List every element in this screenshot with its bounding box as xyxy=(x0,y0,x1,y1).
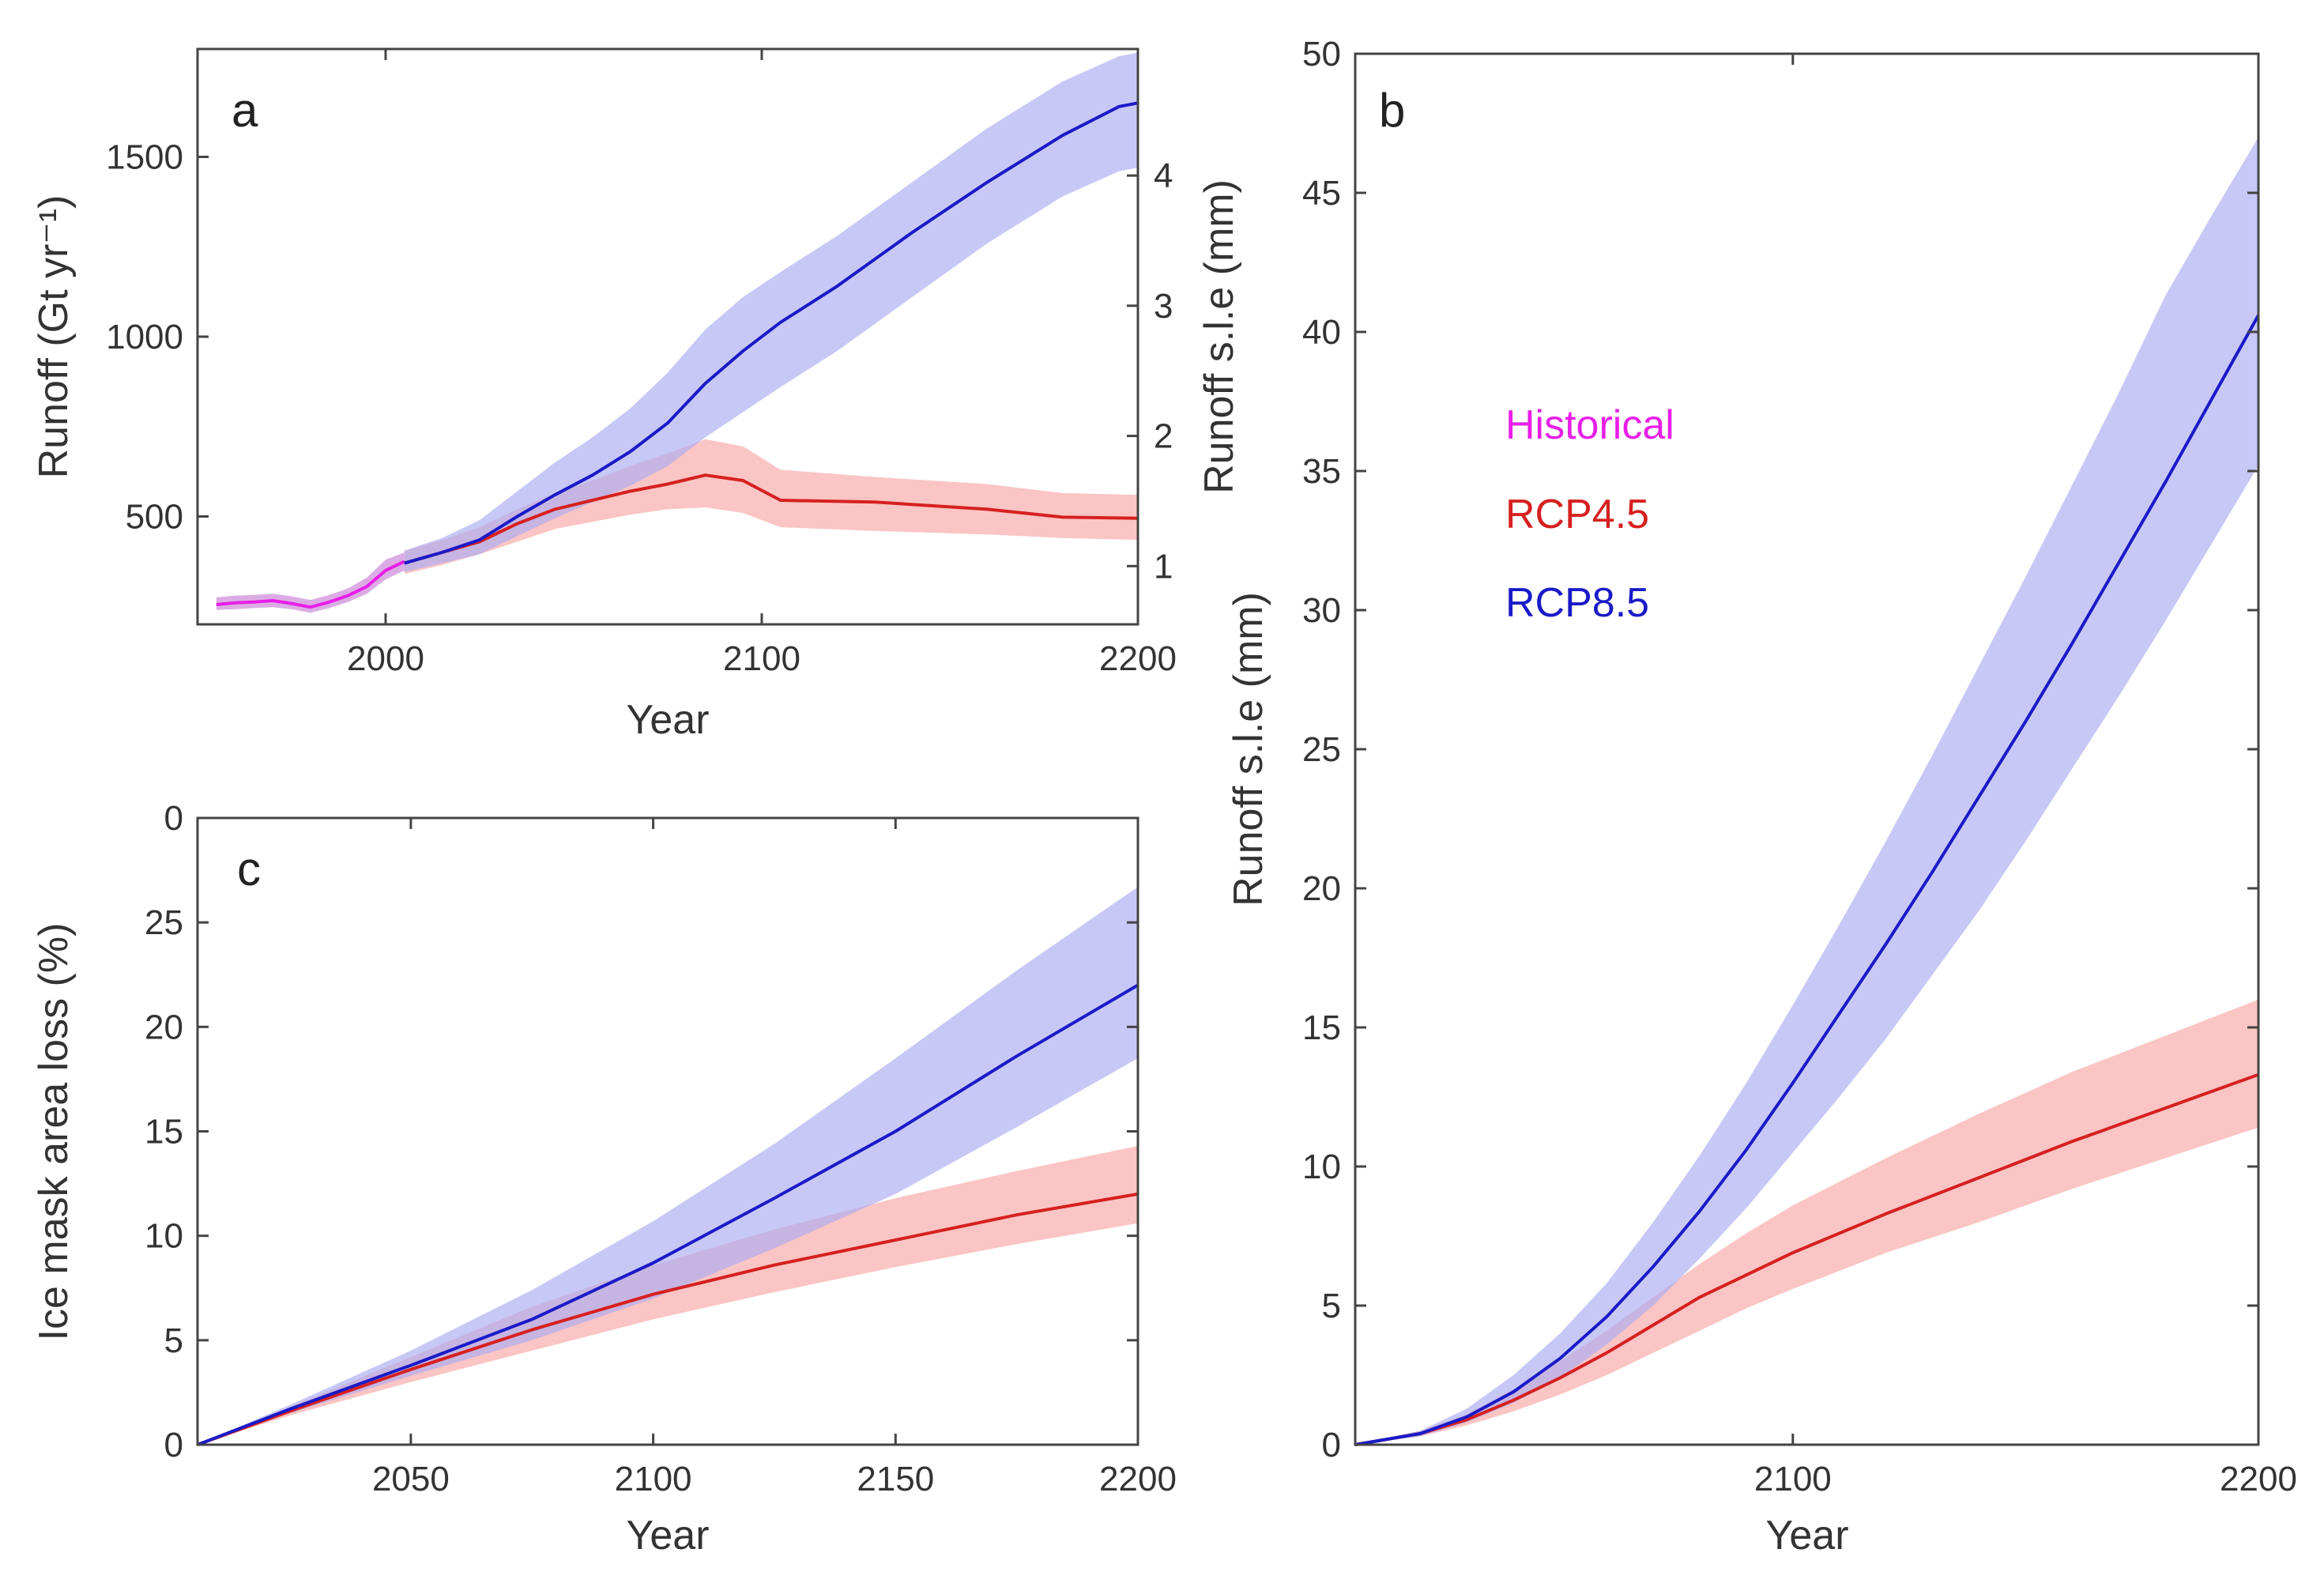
panel-b-line-rcp45 xyxy=(1354,1072,2259,1446)
panel-a-ytick-label: 1500 xyxy=(106,138,183,177)
panel-c-ytick-label-top: 0 xyxy=(164,799,183,838)
panel-a-xtick-label: 2000 xyxy=(347,639,424,678)
panel-b-xlabel: Year xyxy=(1765,1513,1848,1559)
panel-b-letter: b xyxy=(1379,84,1405,137)
panel-a-band-rcp85 xyxy=(404,52,1138,572)
panel-b-xtick-label: 2100 xyxy=(1754,1460,1832,1498)
panel-a-line-rcp85 xyxy=(404,101,1139,565)
panel-b-plot-area xyxy=(1354,137,2260,1446)
panel-c-ytick-label: 25 xyxy=(145,903,183,942)
panel-b-ytick-label: 40 xyxy=(1302,313,1341,352)
panel-a-ytick-right-label: 2 xyxy=(1154,417,1173,456)
panel-b-ytick-label: 50 xyxy=(1302,35,1341,73)
panel-c: 2050 2100 2150 2200 0 5 10 15 20 25 0 c Year Ice m… xyxy=(31,799,1177,1559)
panel-a-line-rcp45 xyxy=(404,473,1139,565)
panel-b-band-rcp45 xyxy=(1355,999,2258,1445)
panel-c-xlabel: Year xyxy=(626,1513,709,1559)
panel-a-ytick-right-label: 1 xyxy=(1154,547,1173,586)
legend-rcp45: RCP4.5 xyxy=(1505,492,1649,537)
panel-b-ytick-label: 45 xyxy=(1302,174,1341,213)
panel-c-plot-area xyxy=(197,887,1139,1446)
panel-b-ytick-label: 35 xyxy=(1302,452,1341,491)
panel-b-ytick-label: 10 xyxy=(1302,1148,1341,1186)
panel-a-plot-area xyxy=(216,52,1139,613)
panel-c-ytick-label: 5 xyxy=(164,1321,183,1360)
panel-b-ytick-label: 30 xyxy=(1302,591,1341,630)
legend-rcp85: RCP8.5 xyxy=(1505,580,1649,626)
panel-c-ytick-label: 0 xyxy=(164,1426,183,1464)
panel-b-ylabel: Runoff s.l.e (mm) xyxy=(1226,592,1271,906)
panel-b-ticks: 2100 2200 0 5 10 15 20 25 30 35 40 45 50 xyxy=(1302,35,2297,1498)
panel-a-ytick-right-label: 3 xyxy=(1154,287,1173,326)
panel-b: 2100 2200 0 5 10 15 20 25 30 35 40 45 50 b Year Runo… xyxy=(1226,35,2297,1559)
panel-c-band-rcp85 xyxy=(198,887,1138,1445)
panel-a-xtick-label: 2200 xyxy=(1099,639,1177,678)
panel-b-ytick-label: 5 xyxy=(1322,1287,1341,1325)
panel-a-band-rcp45 xyxy=(404,439,1138,575)
panel-b-ytick-label: 20 xyxy=(1302,869,1341,908)
panel-c-ytick-label: 10 xyxy=(145,1217,183,1256)
panel-a-xlabel: Year xyxy=(626,697,709,743)
panel-b-ytick-label: 15 xyxy=(1302,1008,1341,1047)
panel-a-ytick-label: 1000 xyxy=(106,318,183,356)
panel-b-ytick-label: 25 xyxy=(1302,730,1341,769)
panel-c-line-rcp85 xyxy=(197,983,1139,1446)
panel-c-ylabel: Ice mask area loss (%) xyxy=(31,923,77,1341)
panel-c-ytick-label: 15 xyxy=(145,1113,183,1151)
panel-a-ytick-right-label: 4 xyxy=(1154,156,1173,195)
panel-c-xtick-label: 2150 xyxy=(857,1460,934,1498)
panel-a-line-historical xyxy=(216,560,405,609)
panel-a-letter: a xyxy=(232,84,258,137)
legend-historical: Historical xyxy=(1505,402,1674,448)
panel-b-ytick-label: 0 xyxy=(1322,1426,1341,1464)
panel-b-line-rcp85 xyxy=(1354,314,2260,1446)
panel-a-band-historical xyxy=(216,552,405,613)
panel-a-ticks: 2000 2100 2200 500 1000 1500 1 2 3 4 xyxy=(106,49,1177,678)
panel-b-xtick-label: 2200 xyxy=(2220,1460,2297,1498)
panel-c-line-rcp45 xyxy=(197,1192,1139,1446)
panel-a-xtick-label: 2100 xyxy=(723,639,800,678)
panel-a-ylabel-right: Runoff s.l.e (mm) xyxy=(1196,179,1242,494)
legend: Historical RCP4.5 RCP8.5 xyxy=(1505,402,1674,626)
panel-c-ytick-label: 20 xyxy=(145,1008,183,1046)
panel-a-ytick-label: 500 xyxy=(126,498,183,537)
panel-c-letter: c xyxy=(237,842,261,895)
panel-c-ticks: 2050 2100 2150 2200 0 5 10 15 20 25 0 xyxy=(145,799,1177,1498)
panel-c-band-rcp45 xyxy=(198,1146,1138,1445)
panel-c-xtick-label: 2200 xyxy=(1099,1460,1177,1498)
panel-c-xtick-label: 2050 xyxy=(372,1460,450,1498)
panel-a-ylabel: Runoff (Gt yr⁻¹) xyxy=(31,195,77,479)
panel-c-xtick-label: 2100 xyxy=(615,1460,692,1498)
panel-a: 2000 2100 2200 500 1000 1500 1 2 3 4 a Year Runof… xyxy=(31,47,1242,743)
